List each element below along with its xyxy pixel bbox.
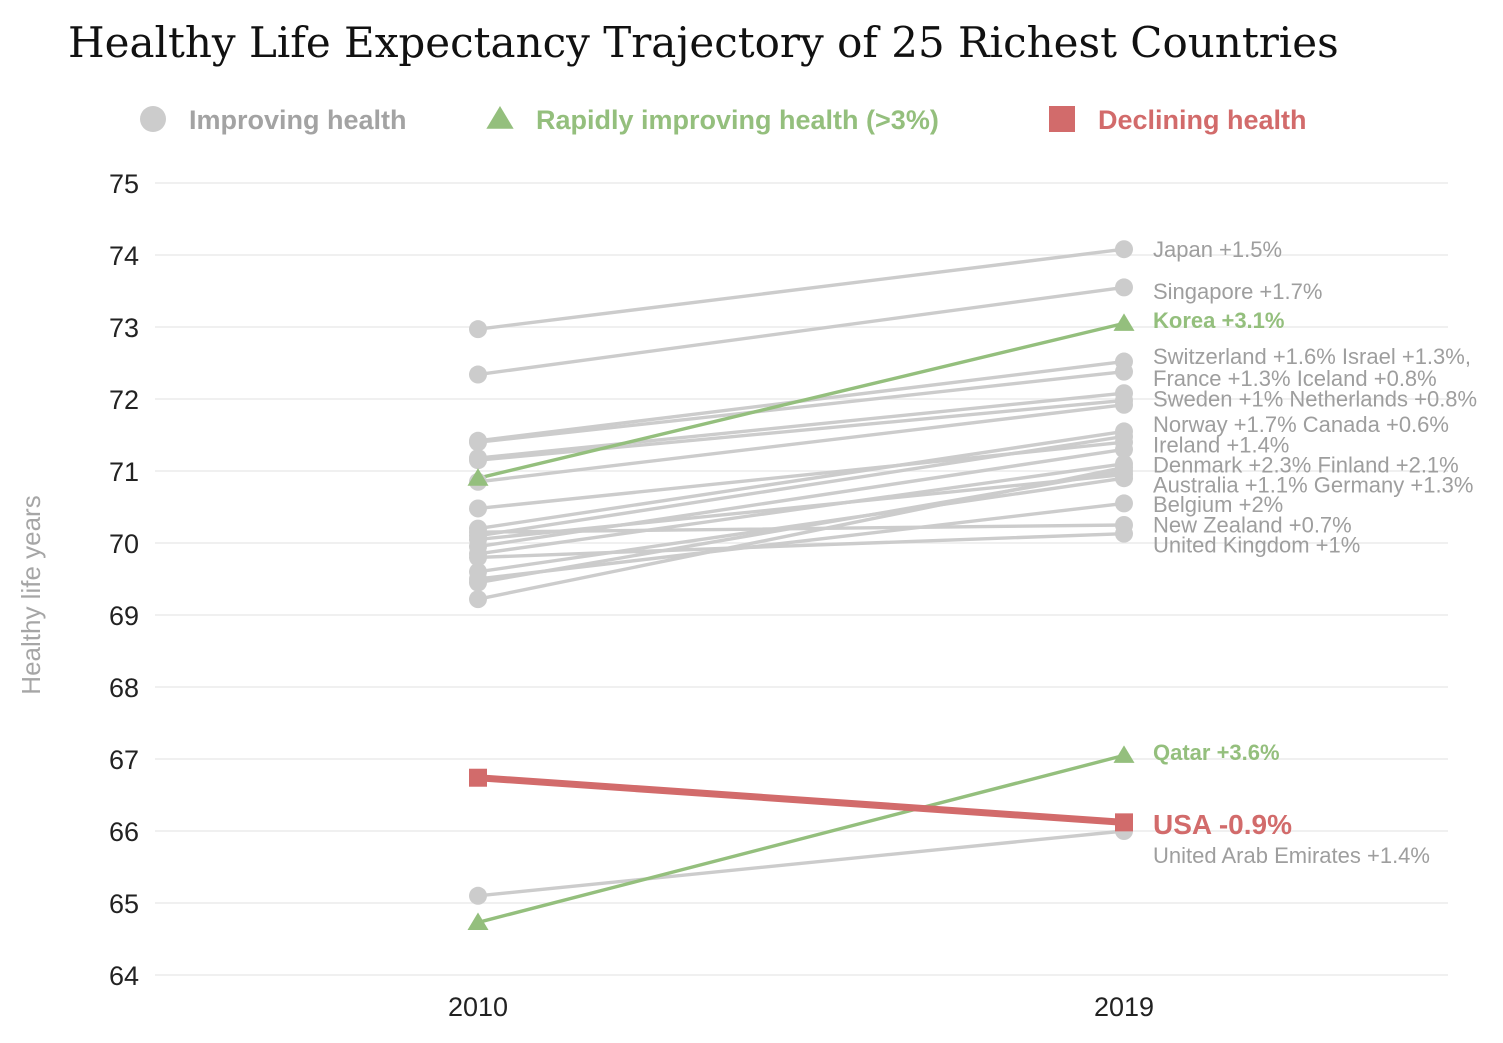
- data-label: Ireland +1.4%: [1153, 432, 1289, 457]
- data-label: United Kingdom +1%: [1153, 532, 1360, 557]
- point-rapid: [1113, 313, 1135, 331]
- point-rapid: [1113, 745, 1135, 763]
- data-label: Switzerland +1.6% Israel +1.3%,: [1153, 344, 1471, 369]
- data-label: Belgium +2%: [1153, 492, 1283, 517]
- point-improving: [1115, 494, 1133, 513]
- series-line-improving: [476, 440, 1126, 511]
- series-line-improving: [476, 247, 1126, 331]
- legend-label-rapid: Rapidly improving health (>3%): [536, 105, 939, 135]
- series-line-improving: [476, 285, 1126, 377]
- y-tick-label: 64: [109, 961, 139, 991]
- legend-marker-improving: [140, 106, 166, 132]
- series-line-improving: [476, 531, 1126, 560]
- series-markers: [467, 240, 1135, 930]
- point-improving: [1115, 395, 1133, 414]
- x-tick-label: 2010: [448, 992, 508, 1022]
- point-improving: [469, 570, 487, 588]
- country-labels: Japan +1.5% Singapore +1.7% Korea +3.1% Swi…: [1153, 237, 1477, 868]
- point-improving: [1115, 240, 1133, 259]
- data-label: New Zealand +0.7%: [1153, 512, 1352, 537]
- series-line-improving: [476, 398, 1126, 462]
- point-declining: [469, 768, 487, 787]
- y-tick-label: 70: [109, 529, 139, 559]
- point-improving: [469, 548, 487, 567]
- data-label: France +1.3% Iceland +0.8%: [1153, 366, 1437, 391]
- point-improving: [469, 499, 487, 518]
- data-label: Korea +3.1%: [1153, 308, 1284, 333]
- grid: [155, 182, 1448, 976]
- y-tick-label: 66: [109, 817, 139, 847]
- legend-label-declining: Declining health: [1098, 105, 1307, 135]
- point-improving: [1115, 469, 1133, 488]
- data-label: Sweden +1% Netherlands +0.8%: [1153, 386, 1477, 411]
- data-label: United Arab Emirates +1.4%: [1153, 843, 1430, 868]
- point-improving: [469, 365, 487, 384]
- series-line-improving: [476, 403, 1126, 484]
- series-line-improving: [476, 523, 1126, 534]
- point-improving: [469, 523, 487, 542]
- point-rapid: [467, 468, 489, 486]
- series-line-improving: [476, 501, 1126, 581]
- series-line-improving: [476, 472, 1126, 542]
- y-axis-label: Healthy life years: [16, 495, 46, 694]
- point-improving: [469, 886, 487, 905]
- data-label: Singapore +1.7%: [1153, 279, 1322, 304]
- legend-label-improving: Improving health: [189, 105, 407, 135]
- point-improving: [469, 320, 487, 339]
- data-label: Qatar +3.6%: [1153, 740, 1280, 765]
- data-label: Denmark +2.3% Finland +2.1%: [1153, 453, 1459, 478]
- data-label: USA -0.9%: [1153, 809, 1292, 840]
- y-tick-label: 65: [109, 889, 139, 919]
- y-tick-label: 73: [109, 313, 139, 343]
- series-line-improving: [476, 476, 1126, 574]
- series-line-improving: [476, 391, 1126, 460]
- x-tick-label: 2019: [1094, 992, 1154, 1022]
- y-tick-label: 68: [109, 673, 139, 703]
- series-lines: [474, 247, 1128, 925]
- point-improving: [1115, 362, 1133, 381]
- y-tick-label: 69: [109, 601, 139, 631]
- series-line-improving: [476, 462, 1126, 556]
- legend-marker-declining: [1049, 106, 1075, 132]
- point-improving: [1115, 440, 1133, 459]
- point-improving: [469, 433, 487, 452]
- y-tick-label: 74: [109, 241, 139, 271]
- series-line-improving: [476, 469, 1126, 585]
- point-improving: [1115, 524, 1133, 543]
- series-line-improving: [476, 369, 1126, 444]
- series-line-improving: [476, 429, 1126, 531]
- x-axis-ticks: 2010 2019: [448, 992, 1154, 1022]
- point-improving: [469, 590, 487, 609]
- y-tick-label: 67: [109, 745, 139, 775]
- point-improving: [469, 451, 487, 470]
- series-line-rapid: [476, 321, 1126, 480]
- data-label: Australia +1.1% Germany +1.3%: [1153, 473, 1473, 498]
- y-tick-label: 75: [109, 169, 139, 199]
- series-line-declining: [474, 774, 1128, 826]
- point-rapid: [467, 912, 489, 930]
- y-tick-label: 71: [109, 457, 139, 487]
- chart-title: Healthy Life Expectancy Trajectory of 25…: [68, 18, 1339, 67]
- legend: Improving health Rapidly improving health…: [140, 105, 1307, 135]
- legend-marker-rapid: [486, 106, 514, 129]
- data-label: Norway +1.7% Canada +0.6%: [1153, 412, 1449, 437]
- y-axis-ticks: 64 65 66 67 68 69 70 71 72 73 74 75: [109, 169, 139, 991]
- series-line-improving: [476, 829, 1126, 898]
- series-line-rapid: [476, 753, 1126, 925]
- y-tick-label: 72: [109, 385, 139, 415]
- point-declining: [1115, 813, 1133, 832]
- point-improving: [1115, 278, 1133, 297]
- data-label: Japan +1.5%: [1153, 237, 1282, 262]
